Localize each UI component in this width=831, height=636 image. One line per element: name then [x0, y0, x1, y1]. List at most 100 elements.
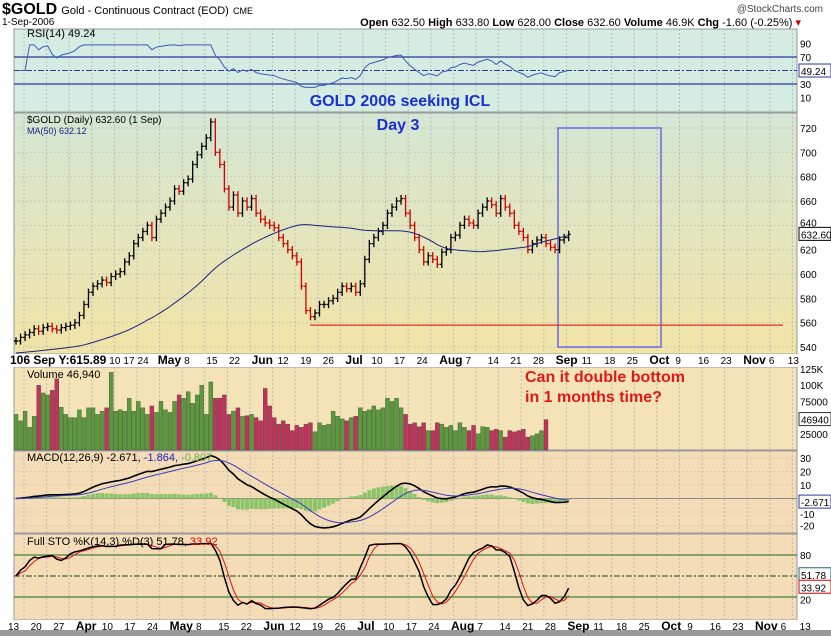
price-bar [100, 276, 105, 288]
price-bar [172, 185, 177, 205]
macd-histogram-bar [371, 488, 376, 499]
price-bar [353, 282, 358, 296]
macd-histogram-bar [245, 498, 250, 510]
price-tick-label: 540 [800, 343, 817, 354]
macd-histogram-bar [285, 498, 290, 509]
macd-histogram-bar [181, 494, 186, 499]
macd-histogram-bar [45, 496, 50, 499]
macd-histogram-bar [226, 498, 231, 506]
macd-histogram-bar [149, 494, 154, 499]
rsi-tick-label: 70 [800, 53, 812, 64]
bottom-axis-label: 21 [522, 622, 534, 633]
top-axis-label: 9 [675, 356, 681, 367]
volume-bar [158, 401, 164, 451]
bottom-axis-label: 22 [241, 622, 253, 633]
macd-histogram-bar [503, 496, 508, 499]
volume-bar [457, 422, 463, 451]
macd-tick-label: 10 [800, 481, 812, 492]
price-bar [45, 322, 50, 332]
price-bar [485, 197, 490, 211]
volume-bar [208, 381, 213, 451]
macd-histogram-bar [553, 498, 558, 503]
volume-bar [36, 385, 41, 451]
volume-bar [362, 410, 367, 451]
volume-bar [543, 419, 549, 451]
macd-histogram-bar [389, 485, 394, 499]
volume-bar [308, 422, 313, 451]
price-bar [217, 148, 222, 169]
volume-bar [407, 423, 413, 451]
volume-bar [349, 417, 354, 451]
price-bar [376, 227, 381, 242]
bottom-axis-label: Apr [76, 619, 97, 633]
price-bar [254, 194, 259, 217]
macd-histogram-bar [68, 497, 73, 499]
price-bar [158, 209, 163, 223]
price-bar [190, 160, 195, 183]
bottom-axis-label: 8 [196, 622, 202, 633]
bottom-axis-label: 20 [31, 622, 43, 633]
price-bar [95, 280, 100, 290]
price-tick-label: 720 [800, 124, 817, 135]
price-bar [344, 282, 349, 293]
macd-histogram-bar [417, 496, 422, 499]
macd-histogram-bar [322, 498, 327, 508]
volume-bar [181, 398, 186, 451]
price-bar [149, 221, 154, 242]
volume-legend: Volume 46,940 [27, 369, 100, 381]
volume-bar [77, 409, 82, 451]
volume-bar [484, 427, 490, 451]
volume-tick-label: 75000 [800, 397, 828, 408]
macd-histogram-bar [439, 498, 444, 503]
macd-histogram-bar [312, 498, 317, 512]
volume-bar [285, 423, 290, 451]
bottom-axis-label: Oct [661, 619, 681, 633]
volume-bar [272, 417, 277, 451]
macd-histogram-bar [208, 492, 213, 499]
volume-bar [244, 415, 250, 451]
price-bar [77, 311, 82, 327]
price-bar [553, 243, 558, 254]
top-axis-label: 12 [278, 356, 290, 367]
price-bar [498, 194, 503, 217]
price-bar [140, 227, 145, 242]
sto-legend: Full STO %K(14,3) %D(3) 51.78, 33.92 [27, 536, 218, 548]
top-axis-label: 18 [604, 356, 616, 367]
volume-bar [303, 423, 309, 451]
price-bar [168, 197, 173, 211]
top-axis-label: 23 [721, 356, 733, 367]
volume-bar [13, 414, 19, 451]
price-bar [127, 252, 132, 266]
price-bar [326, 297, 331, 309]
price-panel [13, 112, 798, 355]
top-axis-label: 17 [123, 356, 135, 367]
price-bar [489, 197, 494, 209]
macd-histogram-bar [534, 498, 539, 504]
macd-histogram-bar [109, 493, 114, 499]
volume-bar [281, 420, 286, 451]
macd-histogram-bar [77, 497, 82, 499]
volume-bar [222, 394, 227, 451]
macd-histogram-bar [344, 497, 349, 499]
price-bar [548, 239, 553, 251]
top-axis-label: 7 [466, 356, 472, 367]
rsi-last-value-box [798, 63, 831, 78]
macd-histogram-bar [453, 498, 458, 500]
price-bar [104, 276, 109, 287]
price-bar [113, 270, 118, 281]
macd-histogram-bar [131, 493, 136, 499]
bottom-axis-label: Nov [755, 619, 778, 633]
price-legend: $GOLD (Daily) 632.60 (1 Sep) [27, 115, 162, 126]
price-bar [516, 221, 521, 236]
macd-histogram-bar [235, 498, 240, 510]
macd-tick-label: 20 [800, 468, 812, 479]
price-tick-label: 700 [800, 148, 817, 159]
macd-histogram-bar [168, 494, 173, 499]
macd-tick-label: -20 [800, 522, 815, 533]
macd-histogram-bar [254, 498, 259, 510]
volume-bar [421, 422, 426, 451]
macd-histogram-bar [308, 498, 313, 512]
macd-histogram-bar [294, 498, 299, 509]
volume-bar [530, 435, 535, 451]
top-axis-label: Nov [743, 353, 766, 367]
